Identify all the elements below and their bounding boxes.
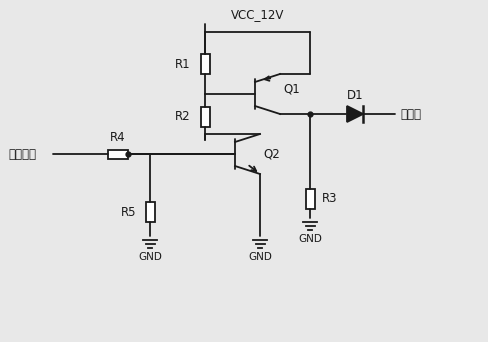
Text: 输出端: 输出端 [400, 107, 421, 120]
Text: R4: R4 [110, 131, 126, 144]
Bar [108, 149, 128, 158]
Text: Q2: Q2 [263, 147, 280, 160]
Bar [201, 54, 209, 74]
Polygon shape [347, 106, 363, 122]
Text: D1: D1 [346, 89, 363, 102]
Text: Q1: Q1 [283, 82, 300, 95]
Bar [145, 202, 155, 222]
Text: VCC_12V: VCC_12V [231, 8, 284, 21]
Bar [201, 107, 209, 127]
Text: GND: GND [298, 234, 322, 244]
Bar [305, 189, 314, 209]
Text: GND: GND [248, 252, 272, 262]
Text: R1: R1 [175, 57, 191, 70]
Text: R3: R3 [322, 193, 338, 206]
Text: R5: R5 [121, 206, 136, 219]
Text: R2: R2 [175, 110, 191, 123]
Text: GND: GND [138, 252, 162, 262]
Text: 接单片机: 接单片机 [8, 147, 36, 160]
